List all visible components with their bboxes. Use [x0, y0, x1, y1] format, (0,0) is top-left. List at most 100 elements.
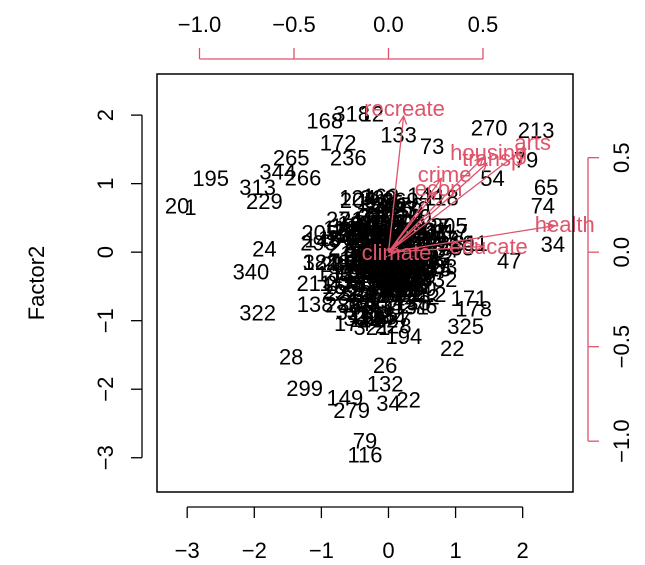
cloud-mark: 302 [354, 210, 391, 235]
cloud-mark: 128 [381, 272, 418, 297]
cloud-mark: 215 [360, 256, 397, 281]
cloud-mark: 248 [347, 230, 384, 255]
cloud-mark: 100 [336, 260, 373, 285]
observation-label: 74 [531, 194, 555, 219]
observation-label: 299 [286, 376, 323, 401]
variable-label: transp [462, 146, 523, 171]
y-tick-label: −3 [93, 445, 118, 470]
observation-label: 26 [373, 353, 397, 378]
cloud-mark: 266 [384, 277, 421, 302]
right-tick-label: −0.5 [609, 325, 634, 368]
cloud-mark: 266 [285, 166, 322, 191]
cloud-mark: 292 [322, 280, 359, 305]
cloud-mark: 301 [354, 236, 391, 261]
cloud-mark: 281 [352, 245, 389, 270]
cloud-mark: 290 [400, 276, 437, 301]
cloud-mark: 223 [335, 281, 372, 306]
cloud-mark: 290 [326, 250, 363, 275]
cloud-mark: 206 [388, 276, 425, 301]
cloud-mark: 276 [401, 293, 438, 318]
x-axis-top: −1.0 −0.5 0.0 0.5 [178, 12, 499, 60]
top-tick-label: 0.0 [373, 12, 404, 37]
observation-label: 172 [320, 131, 357, 156]
cloud-mark: 115 [369, 212, 404, 237]
cloud-mark: 125 [404, 250, 441, 275]
cloud-mark: 252 [341, 272, 378, 297]
cloud-mark: 205 [340, 188, 377, 213]
cloud-mark: 264 [339, 290, 376, 315]
cloud-mark: 326 [387, 265, 424, 290]
observation-label: 28 [279, 344, 303, 369]
cloud-mark: 128 [371, 255, 408, 280]
cloud-mark: 232 [326, 281, 363, 306]
observation-label: 318 [333, 102, 370, 127]
cloud-mark: 174 [334, 311, 371, 336]
cloud-mark: 136 [373, 256, 410, 281]
loading-arrowhead [433, 177, 443, 188]
loading-arrowhead [387, 247, 398, 257]
cloud-mark: 302 [372, 274, 409, 299]
cloud-mark: 332 [421, 267, 458, 292]
top-tick-label: 0.5 [468, 12, 499, 37]
cloud-mark: 287 [410, 259, 447, 284]
cloud-mark: 227 [345, 250, 382, 275]
cloud-mark: 274 [326, 207, 363, 232]
cloud-mark: 247 [385, 268, 422, 293]
y-tick-label: −1 [93, 308, 118, 333]
x-tick-label: −2 [242, 538, 267, 563]
observation-label: 236 [330, 146, 367, 171]
cloud-mark: 225 [345, 282, 382, 307]
loading-arrow [387, 191, 437, 253]
cloud-mark: 301 [353, 283, 390, 308]
observation-label: 12 [359, 102, 383, 127]
cloud-mark: 201 [365, 253, 402, 278]
cloud-mark: 278 [384, 252, 421, 277]
observation-label: 20 [165, 194, 189, 219]
cloud-mark: 145 [304, 228, 341, 253]
cloud-mark: 152 [388, 272, 425, 297]
y-tick-label: 2 [93, 109, 118, 121]
cloud-mark: 163 [344, 293, 381, 318]
cloud-mark: 335 [345, 233, 382, 258]
observation-label: 22 [396, 387, 420, 412]
cloud-mark: 165 [361, 304, 398, 329]
cloud-mark: 305 [431, 213, 468, 238]
cloud-mark: 144 [376, 261, 413, 286]
y-tick-label: 1 [93, 178, 118, 190]
cloud-mark: 138 [347, 236, 384, 261]
cloud-mark: 293 [353, 304, 390, 329]
cloud-mark: 185 [316, 262, 353, 287]
cloud-mark: 133 [421, 254, 458, 279]
cloud-mark: 267 [397, 255, 434, 280]
x-tick-label: −3 [175, 538, 200, 563]
cloud-mark: 143 [343, 225, 380, 250]
cloud-mark: 113 [359, 240, 394, 265]
cloud-mark: 269 [382, 188, 419, 213]
cloud-mark: 162 [362, 184, 399, 209]
cloud-mark: 293 [300, 231, 337, 256]
cloud-mark: 121 [375, 266, 412, 291]
cloud-mark: 101 [355, 233, 392, 258]
observation-label: 168 [306, 109, 343, 134]
cloud-mark: 268 [385, 270, 422, 295]
cloud-mark: 133 [394, 290, 431, 315]
cloud-mark: 158 [378, 278, 415, 303]
cloud-mark: 137 [381, 258, 418, 283]
cloud-mark: 202 [353, 228, 390, 253]
loading-arrowhead [477, 162, 488, 172]
observation-label: 279 [333, 398, 370, 423]
cloud-mark: 231 [383, 258, 420, 283]
cloud-mark: 196 [356, 190, 393, 215]
cloud-mark: 292 [345, 221, 382, 246]
observation-label: 133 [380, 122, 417, 147]
variable-label: housing [450, 140, 527, 165]
cloud-mark: 200 [325, 271, 362, 296]
cloud-mark: 314 [358, 205, 395, 230]
cloud-mark: 314 [371, 254, 408, 279]
cloud-mark: 321 [354, 315, 391, 340]
loading-arrowhead [398, 114, 408, 125]
cloud-mark: 251 [424, 232, 461, 257]
observation-label: 116 [347, 442, 382, 467]
cloud-mark: 318 [388, 254, 425, 279]
cloud-mark: 169 [355, 215, 392, 240]
